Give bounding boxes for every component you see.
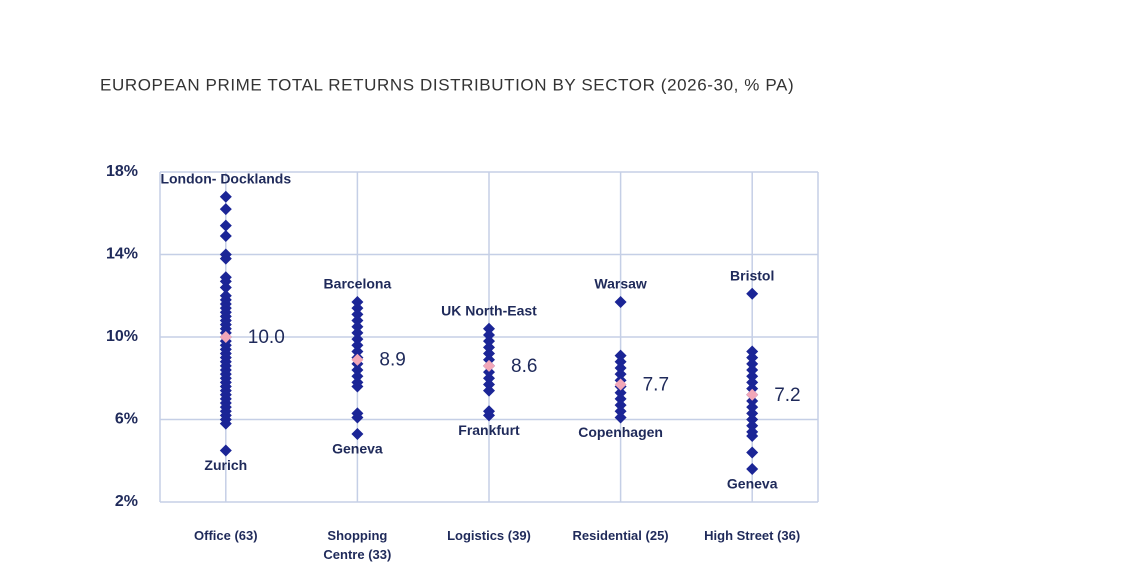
point [746, 364, 759, 376]
y-tick-label: 14% [106, 246, 138, 263]
point [746, 382, 759, 395]
point [614, 399, 627, 412]
mean-point [614, 378, 627, 391]
point [614, 368, 627, 381]
point [219, 219, 232, 232]
point [351, 380, 364, 393]
y-tick-label: 6% [115, 411, 138, 428]
bottom-label: Frankfurt [458, 422, 520, 438]
point [746, 407, 759, 420]
point [219, 229, 232, 242]
point [351, 302, 364, 315]
top-label: Warsaw [594, 276, 647, 292]
point [746, 430, 759, 442]
point [351, 427, 364, 440]
point [351, 339, 364, 352]
point [614, 349, 627, 362]
top-label: Barcelona [324, 276, 392, 292]
point [614, 392, 627, 405]
point [746, 401, 759, 414]
point [351, 364, 364, 376]
point [483, 366, 495, 379]
point [483, 372, 495, 385]
point [614, 386, 627, 399]
y-tick-label: 10% [106, 328, 138, 345]
point [614, 411, 627, 424]
point [614, 295, 627, 308]
point [351, 333, 364, 346]
point [351, 411, 364, 424]
mean-point [219, 331, 232, 343]
point [483, 353, 495, 366]
point [746, 376, 759, 389]
point [614, 355, 627, 368]
point [746, 394, 759, 407]
top-label: Bristol [730, 267, 774, 283]
point [483, 347, 495, 360]
point [351, 370, 364, 383]
point [351, 295, 364, 308]
point [351, 345, 364, 358]
bottom-label: Geneva [332, 441, 383, 457]
chart-title: EUROPEAN PRIME TOTAL RETURNS DISTRIBUTIO… [100, 75, 794, 94]
point [219, 252, 232, 265]
point [483, 322, 495, 335]
mean-label: 8.9 [379, 350, 405, 371]
point [351, 308, 364, 321]
point [614, 361, 627, 374]
x-tick-label: Logistics (39) [447, 528, 531, 543]
point [219, 275, 232, 288]
top-label: London- Docklands [160, 170, 291, 186]
point [614, 405, 627, 418]
point [746, 345, 759, 358]
point [483, 384, 495, 397]
bottom-label: Copenhagen [578, 424, 663, 440]
point [219, 190, 232, 203]
y-tick-label: 18% [106, 163, 138, 180]
point [746, 446, 759, 459]
mean-label: 7.7 [643, 374, 669, 395]
point [746, 413, 759, 426]
point [219, 417, 232, 430]
bottom-label: Geneva [727, 476, 778, 492]
point [483, 409, 495, 422]
point [483, 335, 495, 348]
mean-point [746, 388, 759, 401]
point [746, 357, 759, 370]
point [483, 378, 495, 391]
bottom-label: Zurich [204, 457, 247, 473]
point [219, 281, 232, 294]
mean-label: 10.0 [248, 327, 285, 348]
point [351, 314, 364, 327]
point [483, 328, 495, 341]
point [746, 419, 759, 432]
point [351, 326, 364, 339]
point [219, 444, 232, 457]
mean-label: 7.2 [774, 385, 800, 406]
point [351, 320, 364, 333]
top-label: UK North-East [441, 302, 537, 318]
x-tick-label: Residential (25) [572, 528, 669, 543]
mean-point [351, 353, 364, 366]
point [746, 287, 759, 300]
y-tick-label: 2% [115, 493, 138, 510]
mean-label: 8.6 [511, 356, 537, 377]
point [746, 370, 759, 383]
x-tick-label: Shopping Centre (33) [323, 528, 392, 562]
x-tick-label: Office (63) [194, 528, 258, 543]
point [746, 351, 759, 364]
point [746, 463, 759, 475]
mean-point [483, 359, 495, 372]
point [483, 341, 495, 354]
x-tick-label: High Street (36) [704, 528, 801, 543]
point [219, 203, 232, 216]
